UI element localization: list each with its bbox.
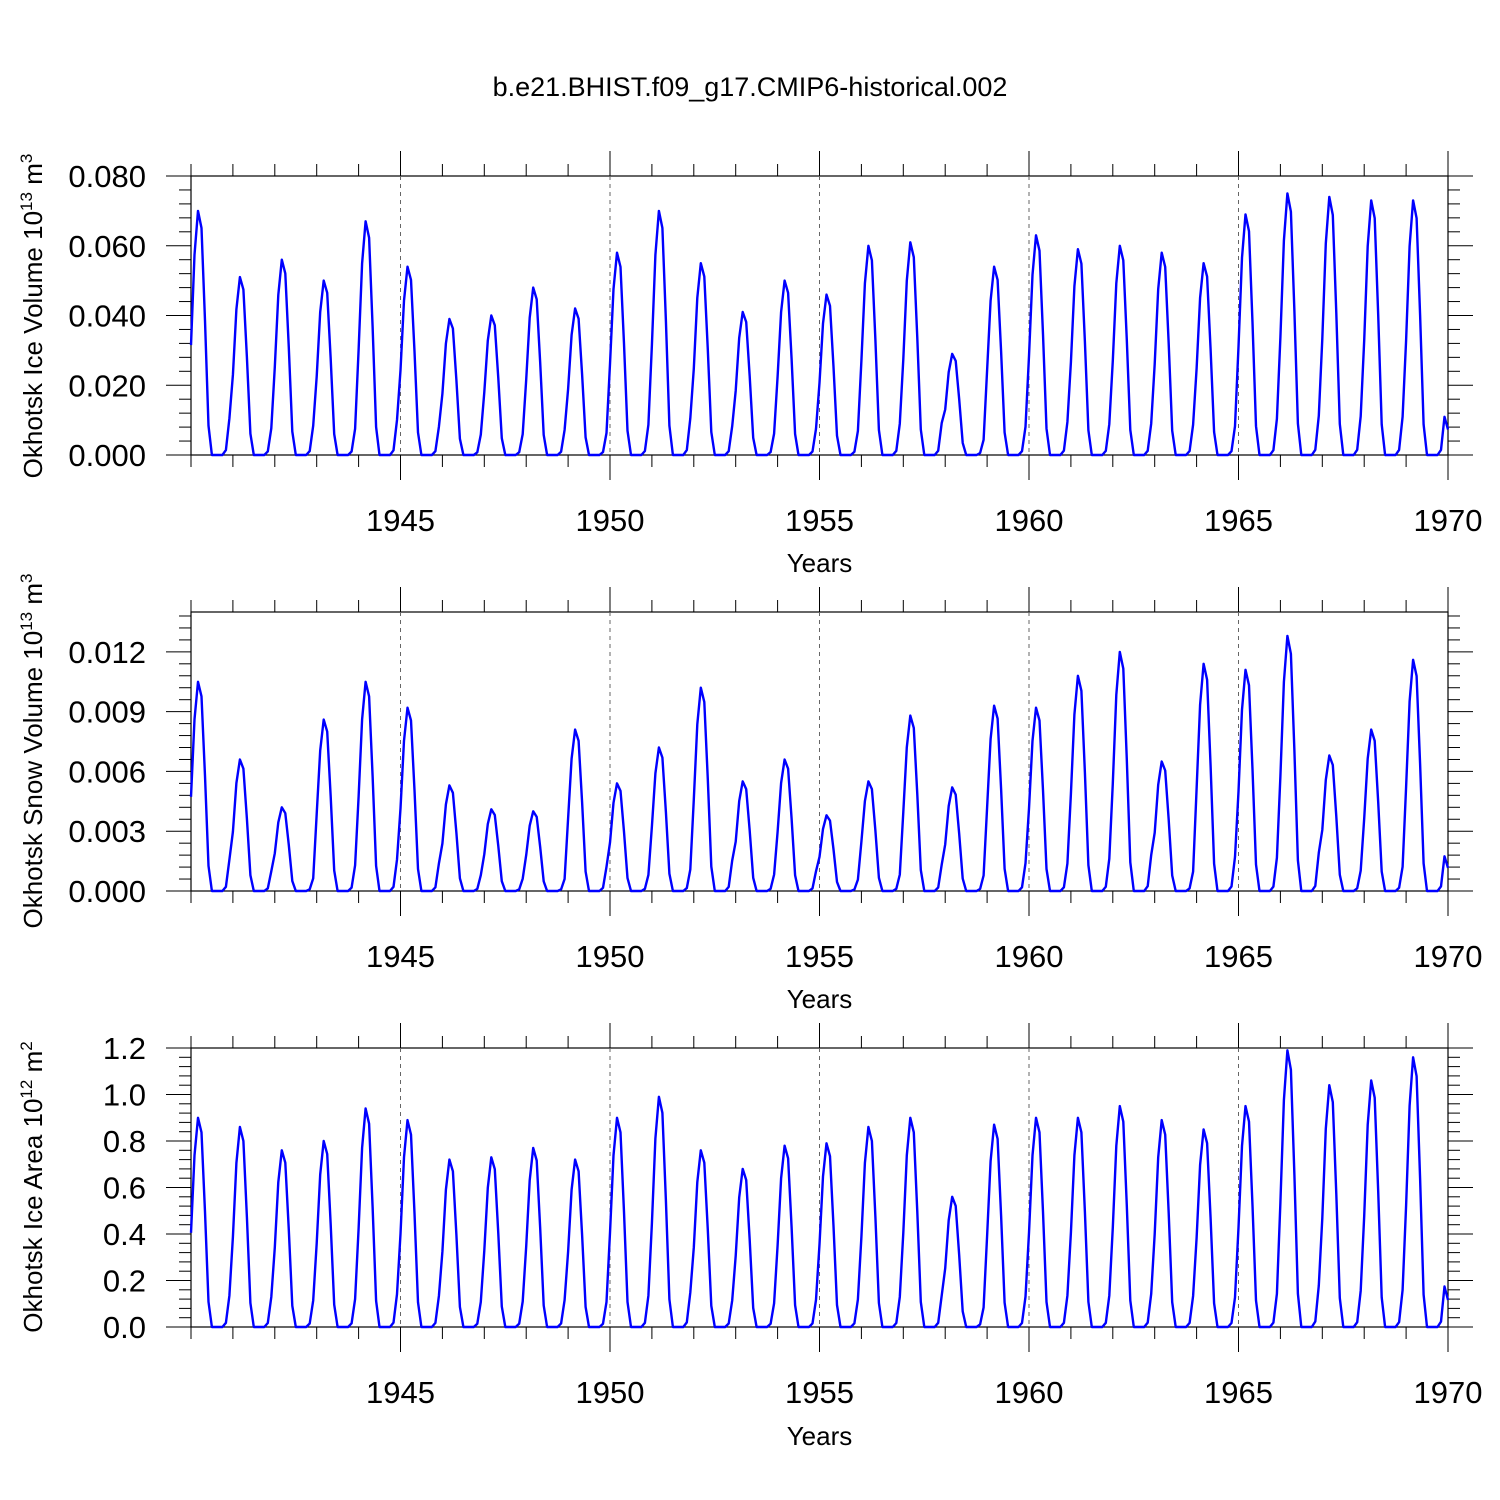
x-axis-title: Years — [787, 984, 853, 1014]
y-tick-label: 0.8 — [103, 1124, 146, 1159]
chart-title: b.e21.BHIST.f09_g17.CMIP6-historical.002 — [492, 72, 1008, 102]
x-axis-title: Years — [787, 1421, 853, 1451]
y-tick-label: 0.012 — [68, 635, 146, 670]
x-tick-label: 1965 — [1204, 503, 1273, 538]
x-tick-label: 1970 — [1414, 1375, 1483, 1410]
x-tick-label: 1950 — [576, 939, 645, 974]
y-tick-label: 0.003 — [68, 814, 146, 849]
y-tick-label: 0.020 — [68, 368, 146, 403]
x-tick-label: 1945 — [366, 503, 435, 538]
x-axis-title: Years — [787, 548, 853, 578]
x-tick-label: 1955 — [785, 939, 854, 974]
x-tick-label: 1945 — [366, 1375, 435, 1410]
series-line — [189, 1049, 1450, 1329]
y-tick-label: 0.060 — [68, 229, 146, 264]
y-tick-label: 1.2 — [103, 1031, 146, 1066]
x-tick-label: 1945 — [366, 939, 435, 974]
x-tick-label: 1960 — [995, 503, 1064, 538]
chart-panel-2: 0.000 0.003 0.006 0.009 0.012 1945 1950 1955 196… — [17, 574, 1482, 1015]
y-tick-label: 0.0 — [103, 1310, 146, 1345]
chart-panel-3: 0.0 0.2 0.4 0.6 0.8 1.0 1.2 1945 1950 1955 1960 196… — [17, 1023, 1482, 1451]
x-tick-label: 1950 — [576, 503, 645, 538]
y-tick-label: 0.4 — [103, 1217, 146, 1252]
chart-panel-1: 0.000 0.020 0.040 0.060 0.080 1945 1950 1955 196… — [17, 151, 1482, 578]
x-tick-label: 1970 — [1414, 503, 1483, 538]
x-tick-label: 1965 — [1204, 1375, 1273, 1410]
y-tick-label: 0.000 — [68, 438, 146, 473]
y-tick-label: 0.6 — [103, 1171, 146, 1206]
y-axis-title: Okhotsk Ice Volume 1013 m3 — [17, 154, 48, 479]
series-line — [189, 634, 1450, 893]
x-tick-label: 1965 — [1204, 939, 1273, 974]
y-tick-label: 0.040 — [68, 299, 146, 334]
x-tick-label: 1950 — [576, 1375, 645, 1410]
y-tick-label: 0.080 — [68, 159, 146, 194]
y-tick-label: 1.0 — [103, 1078, 146, 1113]
x-tick-label: 1955 — [785, 1375, 854, 1410]
y-tick-label: 0.009 — [68, 695, 146, 730]
series-line — [189, 192, 1450, 457]
y-tick-label: 0.006 — [68, 754, 146, 789]
y-axis-title: Okhotsk Ice Area 1012 m2 — [17, 1041, 48, 1332]
x-tick-label: 1955 — [785, 503, 854, 538]
x-tick-label: 1960 — [995, 939, 1064, 974]
x-tick-label: 1970 — [1414, 939, 1483, 974]
x-tick-label: 1960 — [995, 1375, 1064, 1410]
y-tick-label: 0.000 — [68, 874, 146, 909]
y-tick-label: 0.2 — [103, 1264, 146, 1299]
y-axis-title: Okhotsk Snow Volume 1013 m3 — [17, 574, 48, 929]
